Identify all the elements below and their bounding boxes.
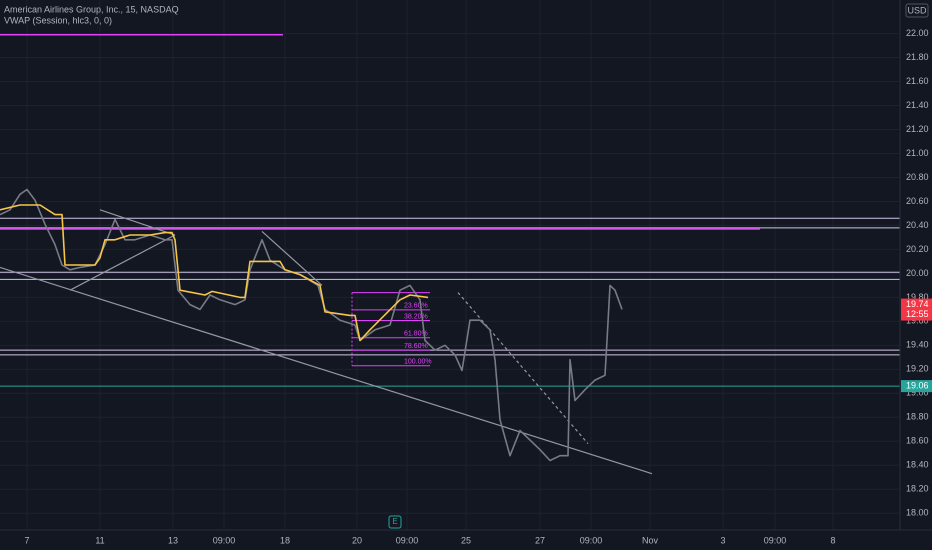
trend-line [69, 234, 176, 291]
y-tick-label: 21.00 [906, 148, 929, 158]
price-tag-label: 19.06 [906, 380, 929, 390]
fib-label: 61.80% [404, 331, 428, 338]
x-tick-label: 25 [461, 535, 471, 545]
y-tick-label: 18.00 [906, 508, 929, 518]
y-tick-label: 19.00 [906, 388, 929, 398]
y-tick-label: 21.80 [906, 52, 929, 62]
price-tag [901, 380, 932, 393]
fib-label: 38.20% [404, 313, 428, 320]
y-tick-label: 19.60 [906, 316, 929, 326]
indicator-label: VWAP (Session, hlc3, 0, 0) [4, 15, 112, 25]
last-price-time: 12:55 [906, 309, 929, 319]
price-line [0, 204, 429, 342]
fib-label: 78.60% [404, 343, 428, 350]
y-tick-label: 21.20 [906, 124, 929, 134]
x-tick-label: 27 [535, 535, 545, 545]
y-tick-label: 20.60 [906, 196, 929, 206]
fib-label: 100.00% [404, 359, 432, 366]
y-tick-label: 19.40 [906, 340, 929, 350]
x-tick-label: 09:00 [764, 535, 787, 545]
y-tick-label: 19.20 [906, 364, 929, 374]
x-tick-label: 09:00 [213, 535, 236, 545]
y-tick-label: 20.40 [906, 220, 929, 230]
x-tick-label: 3 [720, 535, 725, 545]
trend-line [261, 230, 323, 286]
currency-box[interactable] [905, 3, 929, 18]
y-tick-label: 21.60 [906, 76, 929, 86]
trend-line [0, 266, 653, 475]
y-tick-label: 20.20 [906, 244, 929, 254]
x-tick-label: 8 [830, 535, 835, 545]
y-tick-label: 18.20 [906, 484, 929, 494]
x-tick-label: 20 [352, 535, 362, 545]
fib-label: 23.60% [404, 303, 428, 310]
x-tick-label: 09:00 [396, 535, 419, 545]
y-tick-label: 18.40 [906, 460, 929, 470]
y-tick-label: 20.00 [906, 268, 929, 278]
currency[interactable]: USD [907, 5, 927, 15]
event-icon-glyph[interactable]: E [392, 517, 397, 526]
y-tick-label: 22.00 [906, 28, 929, 38]
x-tick-label: 7 [24, 535, 29, 545]
last-price-label: 19.74 [906, 299, 929, 309]
y-tick-label: 19.80 [906, 292, 929, 302]
y-tick-label: 20.80 [906, 172, 929, 182]
x-tick-label: Nov [642, 535, 659, 545]
trend-line [99, 209, 176, 236]
x-tick-label: 09:00 [580, 535, 603, 545]
y-tick-label: 18.60 [906, 436, 929, 446]
event-icon[interactable] [388, 515, 402, 529]
x-tick-label: 11 [95, 535, 104, 545]
y-tick-label: 21.40 [906, 100, 929, 110]
chart-title: American Airlines Group, Inc., 15, NASDA… [4, 4, 179, 14]
x-tick-label: 18 [280, 535, 290, 545]
y-tick-label: 18.80 [906, 412, 929, 422]
x-tick-label: 13 [168, 535, 178, 545]
last-price-tag [901, 298, 932, 321]
